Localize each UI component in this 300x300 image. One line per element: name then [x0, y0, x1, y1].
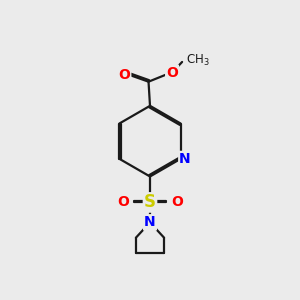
Text: CH$_3$: CH$_3$ [186, 53, 209, 68]
Text: O: O [117, 195, 129, 209]
Text: N: N [144, 215, 156, 230]
Text: O: O [118, 68, 130, 82]
Text: O: O [166, 66, 178, 80]
Text: O: O [171, 195, 183, 209]
Text: N: N [179, 152, 191, 166]
Text: N: N [144, 215, 156, 230]
Text: S: S [144, 194, 156, 211]
